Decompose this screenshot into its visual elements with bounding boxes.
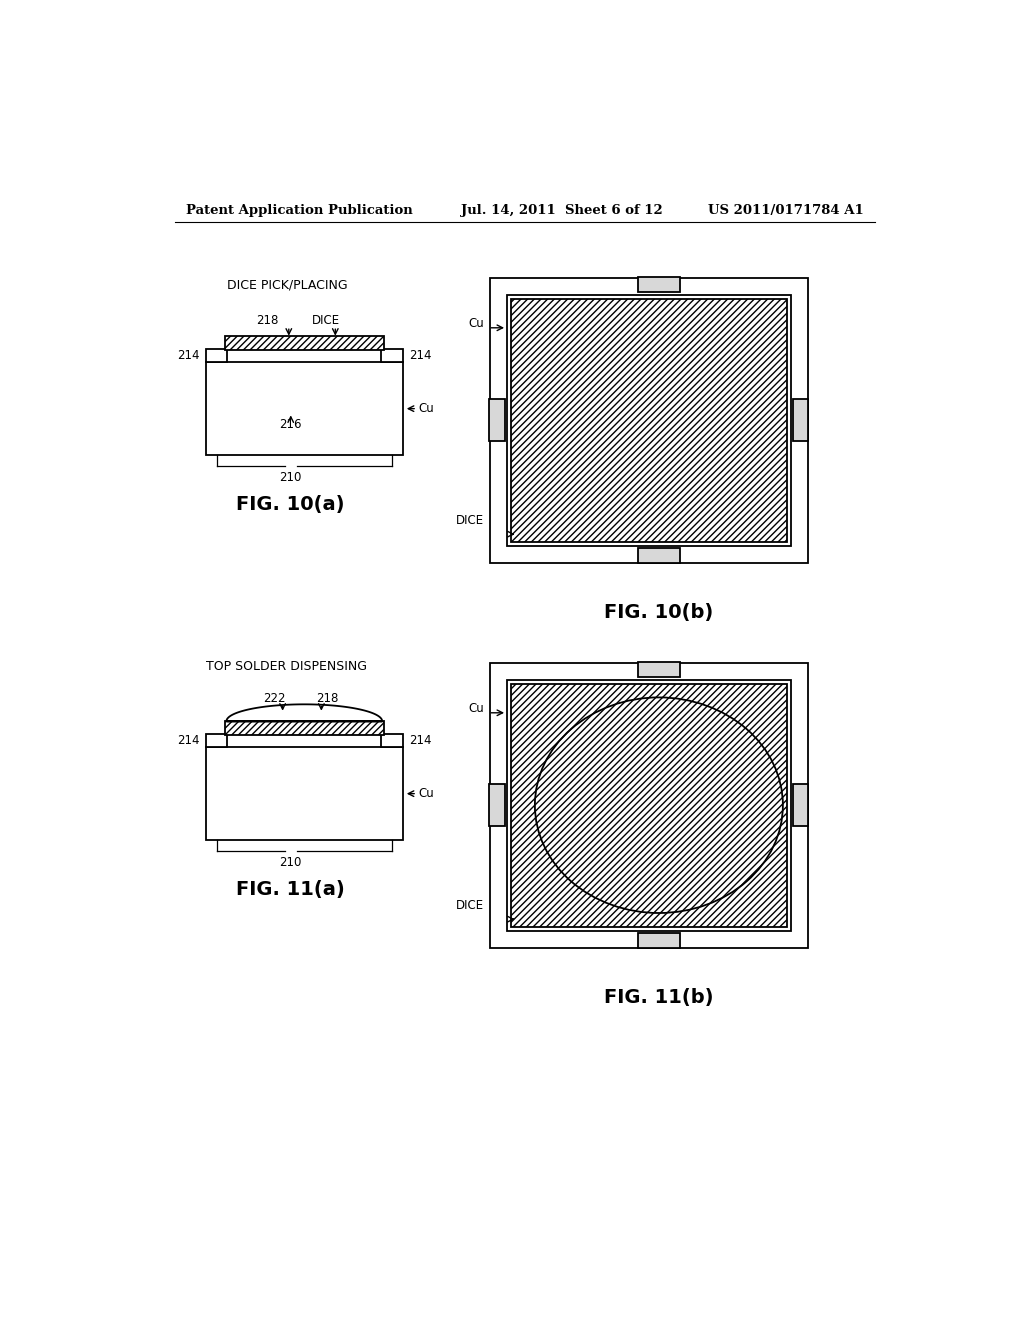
Text: 218: 218 [316,692,339,705]
Text: 216: 216 [280,417,302,430]
Text: TOP SOLDER DISPENSING: TOP SOLDER DISPENSING [207,660,368,673]
Polygon shape [511,684,786,927]
Polygon shape [206,363,403,455]
Text: Cu: Cu [468,317,483,330]
Text: Cu: Cu [419,787,434,800]
Text: 214: 214 [409,734,431,747]
Polygon shape [793,784,809,826]
Polygon shape [226,705,382,721]
Text: 214: 214 [177,348,200,362]
Ellipse shape [535,697,783,913]
Polygon shape [206,348,227,363]
Text: US 2011/0171784 A1: US 2011/0171784 A1 [709,205,864,218]
Text: FIG. 10(b): FIG. 10(b) [604,603,714,622]
Text: 214: 214 [409,348,431,362]
Text: Jul. 14, 2011  Sheet 6 of 12: Jul. 14, 2011 Sheet 6 of 12 [461,205,663,218]
Polygon shape [381,734,403,747]
Text: 214: 214 [177,734,200,747]
Polygon shape [206,747,403,840]
Text: Cu: Cu [468,702,483,715]
Polygon shape [489,784,505,826]
Text: 218: 218 [256,314,279,327]
Text: 222: 222 [263,692,286,705]
Polygon shape [638,548,680,564]
Polygon shape [638,277,680,293]
Text: DICE: DICE [311,314,340,327]
Text: 210: 210 [280,855,302,869]
Polygon shape [638,933,680,949]
Polygon shape [206,734,227,747]
Text: FIG. 11(a): FIG. 11(a) [237,880,345,899]
Text: FIG. 10(a): FIG. 10(a) [237,495,345,515]
Text: Patent Application Publication: Patent Application Publication [186,205,413,218]
Text: 210: 210 [280,471,302,483]
Polygon shape [489,663,808,948]
Polygon shape [507,294,791,545]
Polygon shape [511,298,786,543]
Polygon shape [793,400,809,441]
Polygon shape [507,680,791,931]
Polygon shape [489,277,808,562]
Text: Cu: Cu [419,403,434,416]
Polygon shape [225,337,384,350]
Text: DICE: DICE [456,513,483,527]
Polygon shape [225,721,384,735]
Text: DICE PICK/PLACING: DICE PICK/PLACING [226,279,347,292]
Text: FIG. 11(b): FIG. 11(b) [604,989,714,1007]
Polygon shape [381,348,403,363]
Text: DICE: DICE [456,899,483,912]
Polygon shape [638,663,680,677]
Polygon shape [489,400,505,441]
